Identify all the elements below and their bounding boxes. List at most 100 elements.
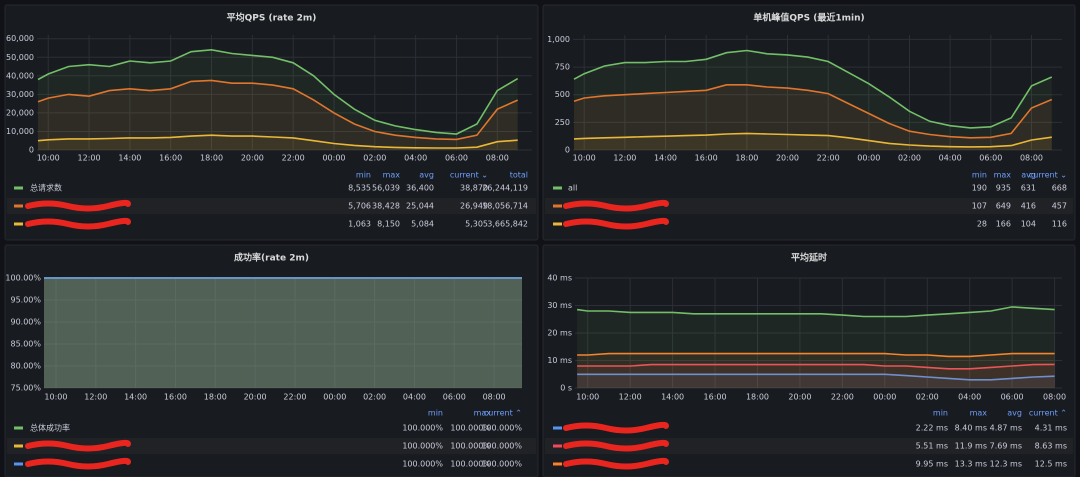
x-tick-label: 00:00 <box>322 154 345 163</box>
legend-stat: 5.51 ms <box>916 442 948 451</box>
legend-stat: 25,044 <box>406 202 434 211</box>
y-tick-label: 0 s <box>560 384 572 393</box>
legend-row-bg <box>545 198 1073 214</box>
legend-header: max <box>383 171 401 180</box>
legend-stat: 4.87 ms <box>990 424 1022 433</box>
x-tick-label: 00:00 <box>857 154 880 163</box>
legend-stat: 38,870 <box>460 184 488 193</box>
series-line <box>573 84 1053 139</box>
legend-stat: 100.000% <box>481 442 522 451</box>
series-line <box>577 352 1055 358</box>
legend-header: avg <box>1007 409 1022 418</box>
legend-name: 总请求数 <box>30 183 62 193</box>
legend-swatch <box>14 186 23 190</box>
legend-stat: 26,244,119 <box>482 184 528 193</box>
legend-header: avg <box>419 171 434 180</box>
legend-stat: 668 <box>1052 184 1067 193</box>
x-tick-label: 16:00 <box>159 154 182 163</box>
series-line <box>577 363 1055 370</box>
y-tick-label: 10 ms <box>547 356 572 365</box>
legend-header: min <box>356 171 371 180</box>
y-tick-label: 75.00% <box>10 384 41 393</box>
x-tick-label: 14:00 <box>118 154 141 163</box>
x-tick-label: 18:00 <box>735 154 758 163</box>
x-tick-label: 08:00 <box>483 393 506 402</box>
legend-name: all <box>568 184 577 193</box>
legend-stat: 8,150 <box>377 220 400 229</box>
redaction <box>25 439 131 452</box>
x-tick-label: 20:00 <box>776 154 799 163</box>
legend-swatch <box>553 186 562 190</box>
legend-stat: 190 <box>972 184 987 193</box>
x-tick-label: 20:00 <box>241 154 264 163</box>
y-tick-label: 50,000 <box>6 53 34 62</box>
legend-swatch <box>14 426 23 430</box>
legend-header: min <box>972 171 987 180</box>
legend-stat: 7.69 ms <box>990 442 1022 451</box>
x-tick-label: 20:00 <box>244 393 267 402</box>
y-tick-label: 85.00% <box>10 340 41 349</box>
x-tick-label: 16:00 <box>695 154 718 163</box>
legend-header: current ⌄ <box>1029 171 1067 180</box>
legend-header: current ⌄ <box>450 171 488 180</box>
panel-title: 平均QPS (rate 2m) <box>227 12 317 24</box>
x-tick-label: 04:00 <box>403 393 426 402</box>
x-tick-label: 12:00 <box>84 393 107 402</box>
legend-header: max <box>474 409 492 418</box>
legend-stat: 38,428 <box>372 202 400 211</box>
panel-title: 单机峰值QPS (最近1min) <box>753 12 864 24</box>
legend-row-bg <box>7 198 536 214</box>
series-area <box>44 278 522 388</box>
x-tick-label: 14:00 <box>124 393 147 402</box>
legend-header: total <box>510 171 528 180</box>
legend-stat: 5,084 <box>411 220 434 229</box>
y-tick-label: 750 <box>555 63 570 72</box>
y-tick-label: 0 <box>565 146 570 155</box>
legend-stat: 100.000% <box>402 442 443 451</box>
series-line <box>573 49 1053 129</box>
legend-stat: 100.000% <box>450 424 491 433</box>
redaction <box>563 217 669 230</box>
x-tick-label: 06:00 <box>445 154 468 163</box>
y-tick-label: 1,000 <box>547 35 570 44</box>
x-tick-label: 08:00 <box>486 154 509 163</box>
legend-swatch <box>553 462 562 466</box>
x-tick-label: 22:00 <box>831 393 854 402</box>
x-tick-label: 12:00 <box>619 393 642 402</box>
legend-stat: 18,056,714 <box>482 202 528 211</box>
x-tick-label: 10:00 <box>44 393 67 402</box>
series-area <box>574 50 1052 150</box>
legend-stat: 100.000% <box>481 424 522 433</box>
legend-stat: 26,949 <box>460 202 488 211</box>
y-tick-label: 30 ms <box>547 301 572 310</box>
x-tick-label: 10:00 <box>573 154 596 163</box>
x-tick-label: 00:00 <box>323 393 346 402</box>
x-tick-label: 14:00 <box>661 393 684 402</box>
redaction <box>25 217 131 230</box>
series-area <box>574 133 1052 150</box>
redaction <box>563 199 669 212</box>
y-tick-label: 100.00% <box>5 274 41 283</box>
series-area <box>38 49 518 150</box>
legend-header: max <box>970 409 988 418</box>
legend-stat: 5,305 <box>465 220 488 229</box>
legend-stat: 116 <box>1052 220 1067 229</box>
series-area <box>577 306 1055 388</box>
redaction <box>563 457 669 470</box>
legend-swatch <box>553 444 562 448</box>
x-tick-label: 04:00 <box>958 393 981 402</box>
x-tick-label: 02:00 <box>363 393 386 402</box>
legend-stat: 2.22 ms <box>916 424 948 433</box>
legend-stat: 4.31 ms <box>1035 424 1067 433</box>
redaction <box>563 439 669 452</box>
x-tick-label: 22:00 <box>817 154 840 163</box>
x-tick-label: 04:00 <box>404 154 427 163</box>
legend-stat: 166 <box>996 220 1011 229</box>
x-tick-label: 20:00 <box>788 393 811 402</box>
y-tick-label: 40 ms <box>547 274 572 283</box>
legend-row-bg <box>545 438 1073 454</box>
legend-stat: 8.63 ms <box>1035 442 1067 451</box>
series-line <box>37 79 519 141</box>
redaction <box>25 457 131 470</box>
